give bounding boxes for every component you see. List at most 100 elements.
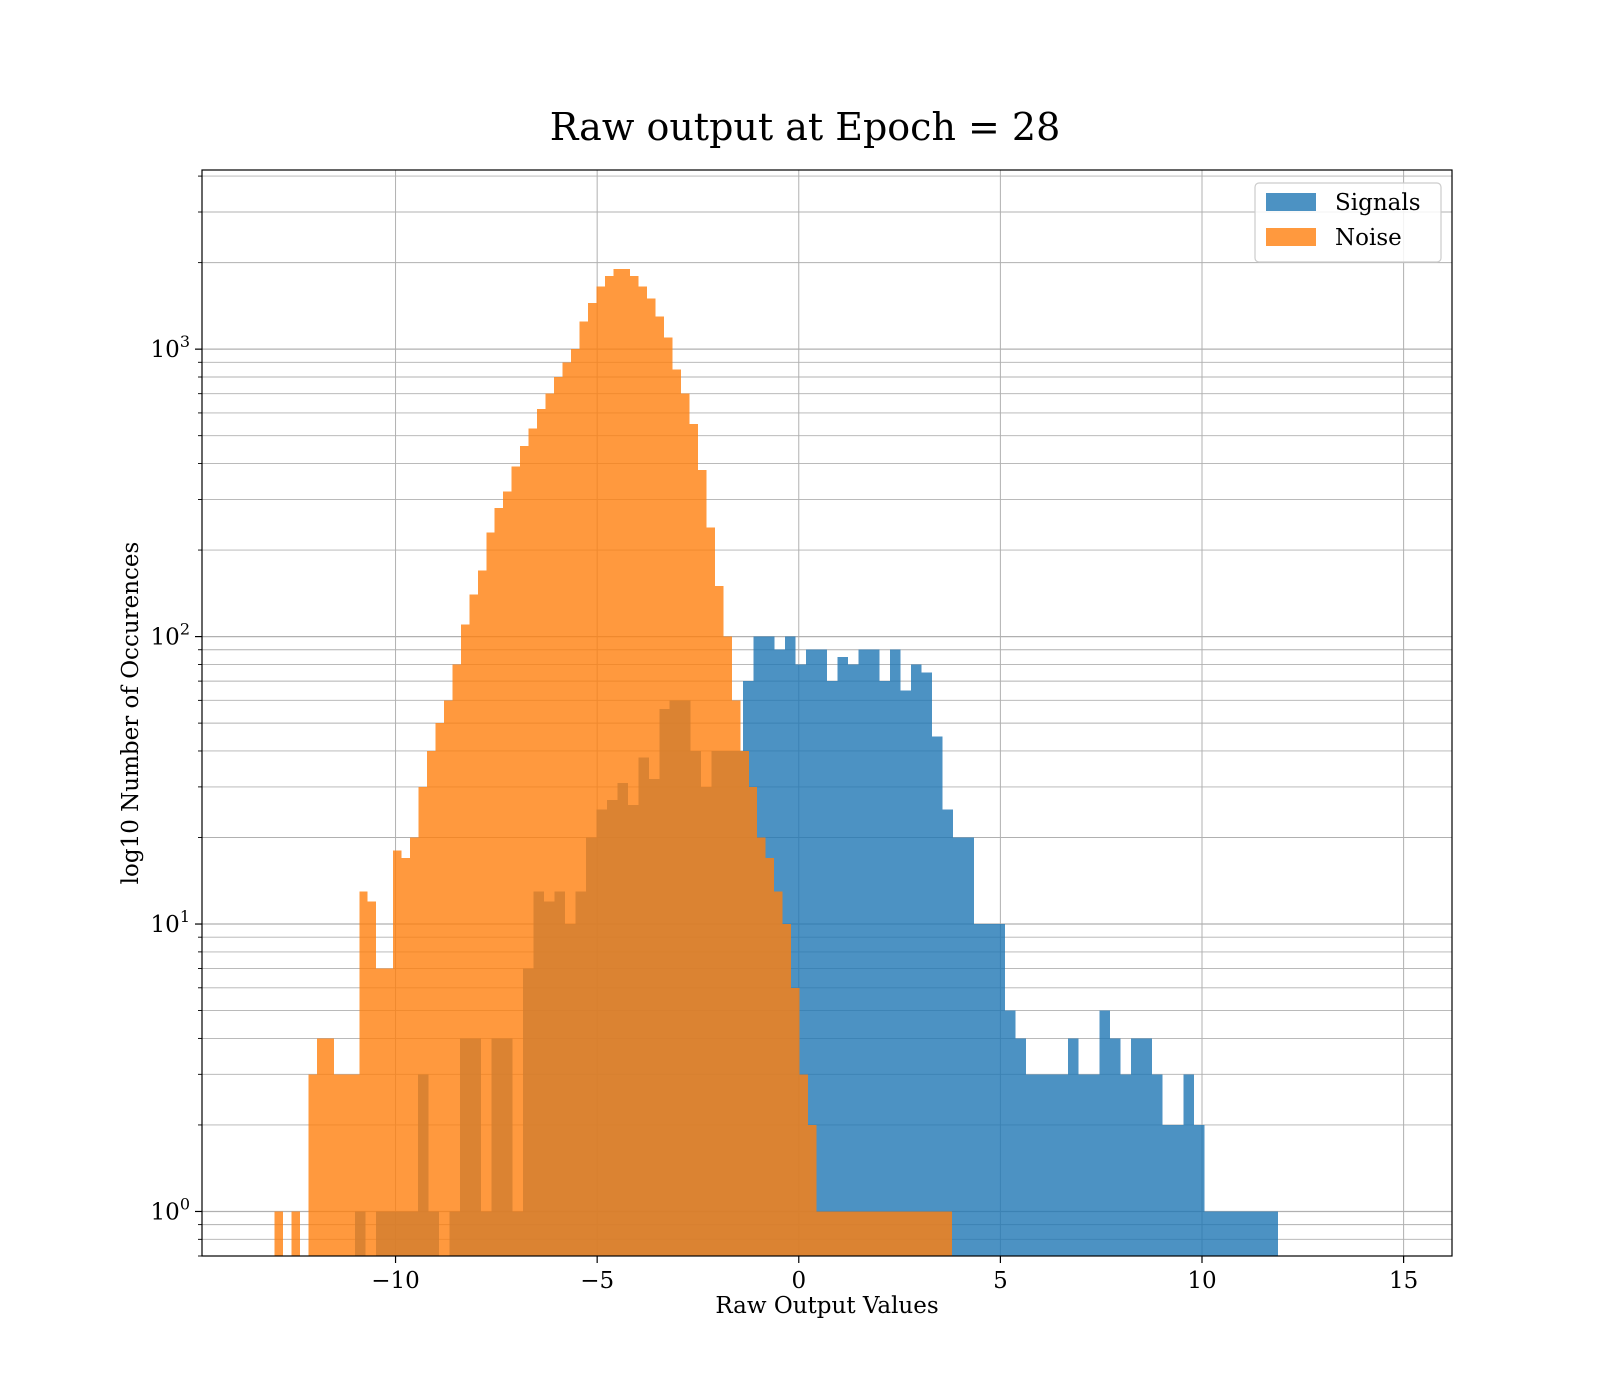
bar-noise: [367, 901, 377, 1256]
bar-signals: [1078, 1074, 1090, 1256]
bar-signals: [879, 681, 890, 1256]
bar-signals: [1141, 1038, 1152, 1256]
bar-noise: [706, 527, 715, 1256]
bar-signals: [837, 656, 848, 1256]
bar-noise: [452, 664, 461, 1256]
bar-signals: [1256, 1211, 1268, 1256]
bar-noise: [333, 1074, 343, 1256]
bar-noise: [316, 1038, 326, 1256]
bar-signals: [1068, 1038, 1079, 1256]
bar-signals: [910, 664, 922, 1256]
bar-noise: [689, 423, 698, 1257]
bar-noise: [427, 750, 436, 1256]
bar-noise: [757, 837, 766, 1256]
bar-noise: [850, 1211, 859, 1256]
bar-noise: [596, 286, 605, 1257]
plot-bars: [274, 269, 1278, 1257]
bar-noise: [604, 275, 614, 1256]
bar-noise: [376, 968, 385, 1256]
bar-signals: [1267, 1211, 1278, 1256]
x-axis-label: Raw Output Values: [715, 1293, 938, 1319]
bar-noise: [393, 850, 402, 1256]
bar-noise: [274, 1211, 284, 1256]
bar-noise: [477, 570, 487, 1256]
bar-noise: [562, 362, 571, 1256]
bar-signals: [1089, 1074, 1100, 1256]
bar-noise: [443, 700, 453, 1256]
bar-noise: [647, 298, 656, 1256]
bar-noise: [528, 428, 538, 1257]
y-tick-label: 100: [151, 1194, 190, 1225]
bar-noise: [418, 786, 427, 1256]
bar-noise: [774, 891, 783, 1256]
bar-noise: [384, 968, 394, 1256]
bar-noise: [723, 636, 732, 1256]
bar-noise: [655, 316, 665, 1256]
bar-noise: [664, 337, 673, 1256]
legend-label-signals: Signals: [1335, 190, 1421, 216]
legend: Signals Noise: [1254, 182, 1442, 263]
bar-noise: [892, 1211, 902, 1256]
bar-noise: [545, 393, 555, 1257]
plot-area-frame: [201, 169, 1453, 1257]
bar-noise: [469, 594, 478, 1256]
bar-signals: [868, 649, 880, 1256]
bar-signals: [1235, 1211, 1247, 1256]
bar-noise: [858, 1211, 868, 1256]
bar-signals: [1152, 1074, 1163, 1256]
bar-noise: [935, 1211, 944, 1256]
bar-noise: [350, 1074, 360, 1256]
bar-signals: [827, 681, 838, 1256]
bar-signals: [1110, 1038, 1121, 1256]
bar-noise: [765, 857, 775, 1256]
y-axis-label: log10 Number of Occurences: [118, 542, 144, 885]
bar-signals: [1047, 1074, 1058, 1256]
bar-noise: [342, 1074, 351, 1256]
bar-signals: [921, 672, 932, 1256]
bar-noise: [833, 1211, 842, 1256]
bar-signals: [889, 649, 901, 1256]
bar-signals: [1026, 1074, 1037, 1256]
bar-noise: [808, 1124, 817, 1256]
x-tick-label: −10: [371, 1268, 420, 1294]
bar-signals: [984, 924, 995, 1256]
bar-signals: [847, 664, 859, 1256]
bar-signals: [1036, 1074, 1048, 1256]
bar-noise: [486, 532, 495, 1256]
bar-noise: [587, 302, 597, 1256]
bar-noise: [867, 1211, 876, 1256]
bar-noise: [291, 1211, 300, 1256]
bar-signals: [1172, 1124, 1184, 1256]
bar-noise: [460, 624, 470, 1256]
legend-swatch-signals: [1266, 193, 1316, 211]
x-tick-label: 10: [1187, 1268, 1216, 1294]
bar-noise: [909, 1211, 919, 1256]
bar-noise: [824, 1211, 834, 1256]
bar-signals: [816, 649, 827, 1256]
x-tick-label: −5: [580, 1268, 614, 1294]
bar-noise: [494, 508, 504, 1256]
bar-noise: [714, 585, 724, 1256]
bar-signals: [1162, 1124, 1173, 1256]
bar-noise: [554, 377, 563, 1256]
bar-noise: [511, 466, 521, 1256]
x-tick-label: 5: [993, 1268, 1008, 1294]
bar-noise: [799, 1074, 809, 1256]
bar-noise: [816, 1211, 825, 1256]
bar-signals: [795, 664, 807, 1256]
y-tick-label: 102: [151, 620, 190, 651]
bar-signals: [1099, 1010, 1111, 1256]
bar-noise: [579, 321, 588, 1256]
bar-signals: [806, 649, 817, 1256]
bar-noise: [613, 269, 622, 1256]
chart-title: Raw output at Epoch = 28: [550, 105, 1061, 149]
x-tick-label: 0: [791, 1268, 806, 1294]
axis-ticks: −10 −5 0 5 10 15 100 101 102 103: [151, 175, 1418, 1294]
y-tick-label: 103: [151, 332, 190, 363]
bar-noise: [791, 987, 800, 1256]
bar-noise: [884, 1211, 893, 1256]
bar-signals: [1005, 1010, 1016, 1256]
bar-noise: [740, 750, 749, 1256]
bar-signals: [942, 809, 953, 1256]
